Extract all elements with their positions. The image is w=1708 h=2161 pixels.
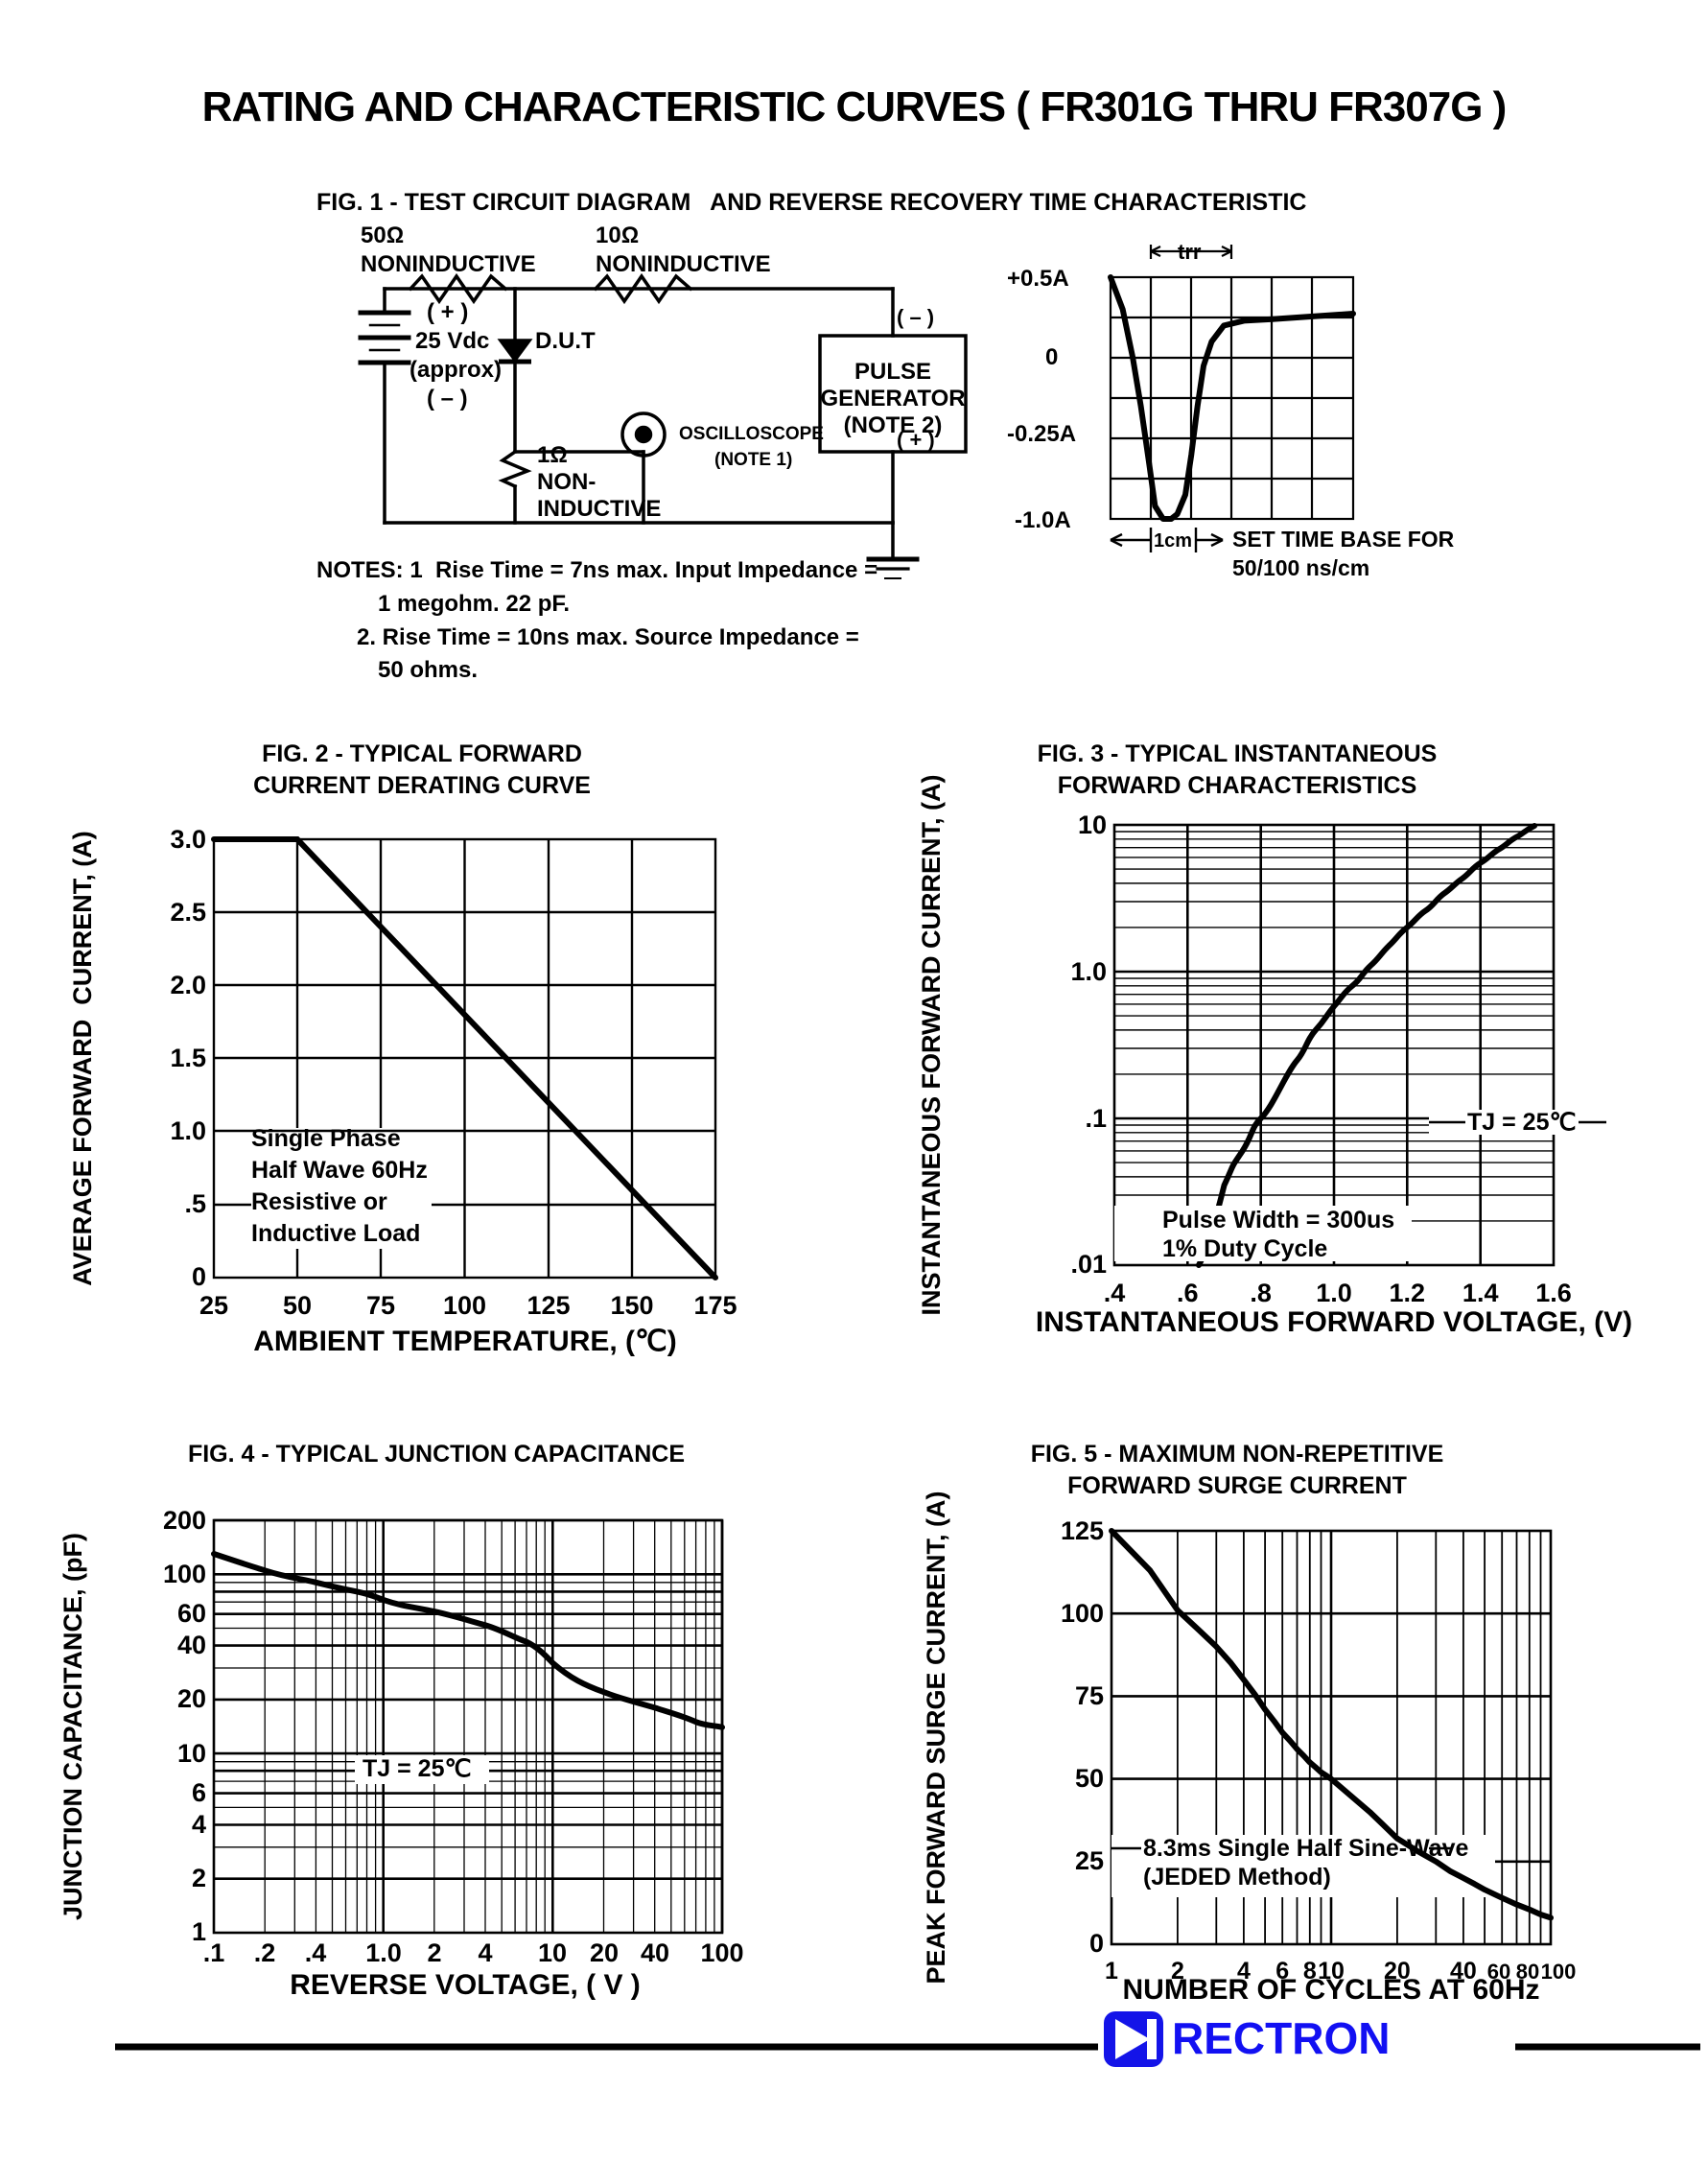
svg-text:.01: .01 <box>1070 1250 1107 1279</box>
svg-text:AVERAGE FORWARD CURRENT, (A): AVERAGE FORWARD CURRENT, (A) <box>68 831 97 1286</box>
svg-text:.8: .8 <box>1250 1279 1272 1307</box>
svg-text:1cm: 1cm <box>1154 530 1192 552</box>
svg-text:Inductive Load: Inductive Load <box>251 1220 420 1247</box>
svg-text:.2: .2 <box>254 1938 276 1967</box>
svg-text:RECTRON: RECTRON <box>1172 2013 1390 2063</box>
svg-text:.5: .5 <box>184 1189 206 1218</box>
svg-text:(JEDED Method): (JEDED Method) <box>1143 1864 1331 1891</box>
svg-text:10: 10 <box>538 1938 567 1967</box>
svg-text:INDUCTIVE: INDUCTIVE <box>537 496 661 522</box>
svg-text:3.0: 3.0 <box>170 825 206 854</box>
svg-text:4: 4 <box>478 1938 492 1967</box>
svg-text:200: 200 <box>163 1506 206 1535</box>
svg-text:INSTANTANEOUS FORWARD VOLTAGE,: INSTANTANEOUS FORWARD VOLTAGE, (V) <box>1036 1306 1632 1338</box>
svg-text:NON-: NON- <box>537 469 596 495</box>
svg-text:Half Wave 60Hz: Half Wave 60Hz <box>251 1157 428 1184</box>
svg-text:150: 150 <box>610 1291 653 1320</box>
svg-text:PULSE: PULSE <box>854 359 931 385</box>
svg-text:0: 0 <box>1089 1929 1104 1958</box>
svg-text:1: 1 <box>1105 1958 1118 1985</box>
svg-text:25 Vdc: 25 Vdc <box>415 328 489 354</box>
svg-text:1.5: 1.5 <box>170 1044 206 1072</box>
svg-text:20: 20 <box>590 1938 619 1967</box>
svg-text:75: 75 <box>1075 1681 1104 1710</box>
svg-text:NUMBER OF CYCLES AT 60Hz: NUMBER OF CYCLES AT 60Hz <box>1122 1974 1539 2006</box>
svg-text:100: 100 <box>443 1291 486 1320</box>
svg-text:SET TIME BASE FOR: SET TIME BASE FOR <box>1232 527 1455 552</box>
svg-text:-1.0A: -1.0A <box>1015 507 1071 533</box>
svg-text:NONINDUCTIVE: NONINDUCTIVE <box>596 251 771 277</box>
svg-text:100: 100 <box>700 1938 743 1967</box>
svg-text:Pulse Width = 300us: Pulse Width = 300us <box>1162 1207 1394 1233</box>
svg-text:175: 175 <box>693 1291 737 1320</box>
svg-text:.4: .4 <box>1104 1279 1126 1307</box>
svg-text:2.5: 2.5 <box>170 898 206 927</box>
svg-text:TJ = 25℃: TJ = 25℃ <box>1467 1109 1577 1136</box>
svg-text:0: 0 <box>192 1262 206 1291</box>
svg-text:1.0: 1.0 <box>170 1116 206 1145</box>
svg-text:50: 50 <box>1075 1764 1104 1793</box>
svg-text:2: 2 <box>192 1864 206 1892</box>
svg-text:50Ω: 50Ω <box>361 223 404 248</box>
svg-text:100: 100 <box>163 1560 206 1588</box>
svg-text:6: 6 <box>192 1778 206 1807</box>
svg-text:Single Phase: Single Phase <box>251 1125 401 1152</box>
svg-text:10Ω: 10Ω <box>596 223 639 248</box>
svg-text:( – ): ( – ) <box>897 305 934 329</box>
svg-text:25: 25 <box>199 1291 228 1320</box>
svg-text:PEAK FORWARD SURGE CURRENT, (A: PEAK FORWARD SURGE CURRENT, (A) <box>922 1491 950 1984</box>
svg-text:1.0: 1.0 <box>1316 1279 1352 1307</box>
svg-text:OSCILLOSCOPE: OSCILLOSCOPE <box>679 424 824 444</box>
svg-text:125: 125 <box>526 1291 570 1320</box>
svg-text:1.0: 1.0 <box>365 1938 402 1967</box>
svg-text:60: 60 <box>177 1599 206 1628</box>
svg-text:(NOTE 1): (NOTE 1) <box>714 450 792 470</box>
svg-text:1.2: 1.2 <box>1390 1279 1426 1307</box>
svg-text:Resistive or: Resistive or <box>251 1188 387 1215</box>
svg-text:1.0: 1.0 <box>1070 957 1107 986</box>
svg-text:1.6: 1.6 <box>1535 1279 1572 1307</box>
svg-text:125: 125 <box>1061 1516 1104 1545</box>
svg-text:1% Duty Cycle: 1% Duty Cycle <box>1162 1235 1327 1262</box>
svg-text:40: 40 <box>641 1938 669 1967</box>
svg-text:100: 100 <box>1061 1599 1104 1628</box>
svg-text:.1: .1 <box>1085 1104 1107 1133</box>
svg-text:100: 100 <box>1541 1960 1577 1984</box>
svg-text:50: 50 <box>283 1291 312 1320</box>
svg-text:TJ = 25℃: TJ = 25℃ <box>363 1755 472 1782</box>
svg-text:INSTANTANEOUS FORWARD CURRENT,: INSTANTANEOUS FORWARD CURRENT, (A) <box>917 775 946 1316</box>
svg-text:50/100 ns/cm: 50/100 ns/cm <box>1232 555 1369 580</box>
svg-text:1.4: 1.4 <box>1462 1279 1499 1307</box>
svg-text:.6: .6 <box>1177 1279 1199 1307</box>
svg-text:AMBIENT TEMPERATURE, (℃): AMBIENT TEMPERATURE, (℃) <box>253 1326 676 1357</box>
svg-text:2: 2 <box>427 1938 441 1967</box>
svg-text:D.U.T: D.U.T <box>535 328 596 354</box>
svg-text:20: 20 <box>177 1684 206 1713</box>
svg-text:.4: .4 <box>305 1938 327 1967</box>
svg-text:(NOTE 2): (NOTE 2) <box>844 412 943 438</box>
svg-text:25: 25 <box>1075 1846 1104 1875</box>
svg-text:REVERSE VOLTAGE, ( V ): REVERSE VOLTAGE, ( V ) <box>290 1969 641 2001</box>
svg-text:75: 75 <box>366 1291 395 1320</box>
svg-text:10: 10 <box>177 1739 206 1768</box>
svg-text:NONINDUCTIVE: NONINDUCTIVE <box>361 251 536 277</box>
svg-text:( + ): ( + ) <box>427 299 468 325</box>
svg-text:10: 10 <box>1078 810 1107 839</box>
svg-text:GENERATOR: GENERATOR <box>820 386 965 411</box>
svg-text:-0.25A: -0.25A <box>1007 421 1076 447</box>
svg-text:40: 40 <box>177 1631 206 1659</box>
svg-text:+0.5A: +0.5A <box>1007 266 1069 292</box>
svg-text:trr: trr <box>1178 240 1202 264</box>
svg-text:(approx): (approx) <box>409 357 502 383</box>
svg-text:2.0: 2.0 <box>170 971 206 999</box>
svg-text:8.3ms Single Half Sine-Wave: 8.3ms Single Half Sine-Wave <box>1143 1835 1469 1862</box>
svg-text:.1: .1 <box>203 1938 225 1967</box>
svg-text:0: 0 <box>1045 344 1058 370</box>
svg-text:( – ): ( – ) <box>427 386 468 411</box>
svg-text:JUNCTION CAPACITANCE, (pF): JUNCTION CAPACITANCE, (pF) <box>58 1533 87 1920</box>
svg-text:4: 4 <box>192 1810 206 1839</box>
svg-text:1Ω: 1Ω <box>537 442 568 468</box>
